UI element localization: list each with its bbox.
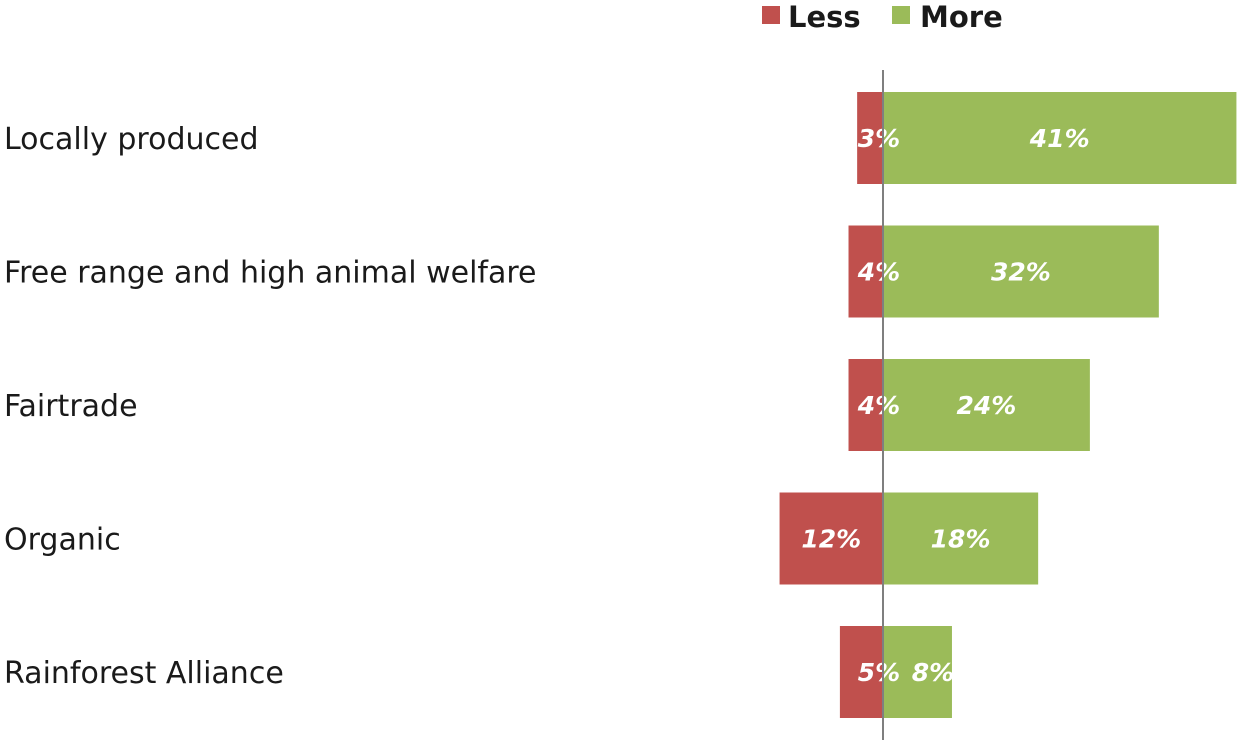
value-label-less-fairtrade: 4% [857, 391, 900, 420]
bar-less-rainforest-alliance [839, 626, 883, 718]
bar-less-organic [779, 492, 883, 585]
category-label-rainforest-alliance: Rainforest Alliance [4, 656, 284, 691]
bar-less-free-range-and-high-animal-welfare [848, 225, 883, 318]
category-label-locally-produced: Locally produced [4, 122, 259, 157]
value-label-less-locally-produced: 3% [858, 124, 900, 153]
bar-more-rainforest-alliance [883, 626, 952, 718]
bar-less-locally-produced [857, 92, 883, 184]
value-label-less-rainforest-alliance: 5% [858, 658, 900, 687]
bar-more-organic [883, 492, 1039, 585]
bar-more-free-range-and-high-animal-welfare [883, 225, 1159, 318]
legend-label-more: More [920, 0, 1003, 34]
value-label-more-fairtrade: 24% [957, 391, 1017, 420]
bars [779, 92, 1237, 718]
legend-swatch-more [892, 6, 910, 24]
legend-label-less: Less [788, 0, 861, 34]
value-label-more-rainforest-alliance: 8% [912, 658, 954, 687]
value-label-more-organic: 18% [931, 525, 991, 554]
value-label-more-locally-produced: 41% [1029, 124, 1090, 153]
legend-swatch-less [762, 6, 780, 24]
category-label-organic: Organic [4, 523, 121, 558]
value-label-more-free-range-and-high-animal-welfare: 32% [991, 258, 1051, 287]
bar-more-fairtrade [883, 359, 1090, 451]
value-labels: 3% 41% 4% 32% 4% 24% 12% 18% 5% 8% [801, 124, 1089, 687]
value-label-less-free-range-and-high-animal-welfare: 4% [857, 258, 900, 287]
bar-more-locally-produced [883, 92, 1237, 184]
category-label-fairtrade: Fairtrade [4, 389, 138, 424]
legend: Less More [762, 0, 1003, 34]
bar-less-fairtrade [848, 359, 883, 451]
category-label-free-range-and-high-animal-welfare: Free range and high animal welfare [4, 256, 537, 291]
value-label-less-organic: 12% [801, 525, 861, 554]
category-labels: Locally produced Free range and high anim… [4, 122, 537, 691]
